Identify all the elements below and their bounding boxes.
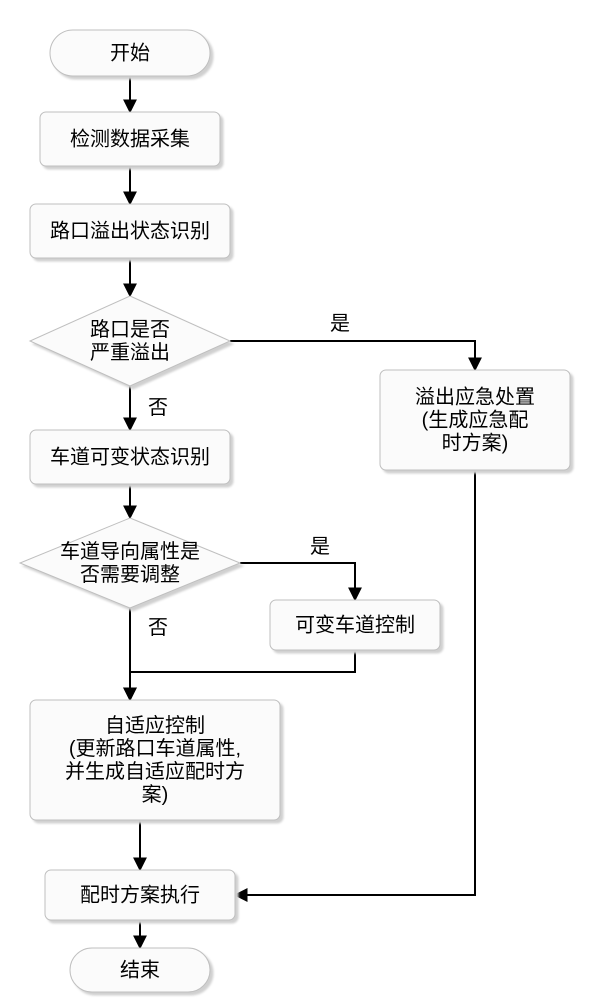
node-d1: 路口是否严重溢出 (30, 296, 230, 386)
node-n5-line2: 并生成自适应配时方 (65, 760, 245, 783)
node-n1: 检测数据采集 (40, 112, 220, 166)
node-n3: 车道可变状态识别 (30, 430, 230, 484)
node-d2-line1: 否需要调整 (80, 563, 180, 586)
node-n5-line0: 自适应控制 (105, 714, 205, 737)
node-d1-line1: 严重溢出 (90, 341, 170, 364)
node-n7: 配时方案执行 (45, 870, 235, 920)
node-d2: 车道导向属性是否需要调整 (20, 518, 240, 608)
node-n5-line1: (更新路口车道属性, (69, 737, 241, 760)
node-n6: 溢出应急处置(生成应急配时方案) (380, 370, 570, 470)
node-n6-line0: 溢出应急处置 (415, 385, 535, 408)
node-n6-line1: (生成应急配 (422, 408, 529, 431)
edge-label-6: 是 (330, 313, 350, 335)
node-d2-line0: 车道导向属性是 (60, 540, 200, 563)
node-d1-line0: 路口是否 (90, 318, 170, 341)
node-n3-line0: 车道可变状态识别 (50, 445, 210, 468)
node-n2-line0: 路口溢出状态识别 (50, 219, 210, 242)
node-end: 结束 (70, 948, 210, 992)
edge-label-7: 是 (310, 536, 330, 558)
node-start-line0: 开始 (110, 41, 150, 64)
node-n2: 路口溢出状态识别 (30, 204, 230, 258)
node-n4-line0: 可变车道控制 (295, 613, 415, 636)
node-n5-line3: 案) (142, 783, 169, 806)
node-n1-line0: 检测数据采集 (70, 127, 190, 150)
edge-7 (240, 563, 355, 600)
edge-label-5: 否 (148, 617, 168, 639)
edge-label-3: 否 (148, 397, 168, 419)
nodes: 开始检测数据采集路口溢出状态识别路口是否严重溢出车道可变状态识别车道导向属性是否… (20, 30, 570, 992)
node-n6-line2: 时方案) (442, 431, 509, 454)
node-n7-line0: 配时方案执行 (80, 883, 200, 906)
node-end-line0: 结束 (120, 958, 160, 981)
node-n5: 自适应控制(更新路口车道属性,并生成自适应配时方案) (30, 700, 280, 820)
edge-6 (230, 341, 475, 370)
node-n4: 可变车道控制 (270, 600, 440, 650)
edge-9 (235, 470, 475, 895)
edge-8 (130, 650, 355, 700)
node-start: 开始 (50, 30, 210, 76)
